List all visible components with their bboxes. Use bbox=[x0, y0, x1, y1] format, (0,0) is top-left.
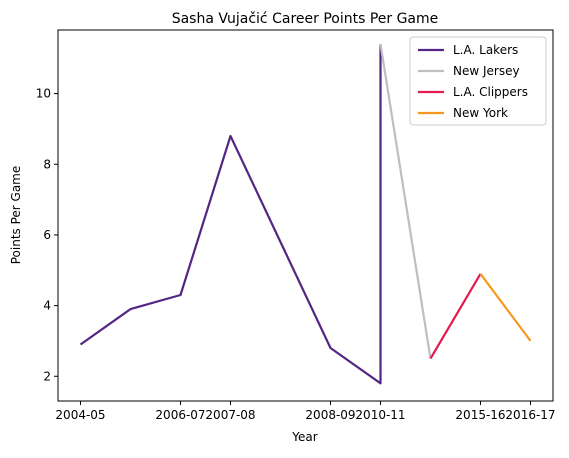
plot-frame bbox=[57, 29, 554, 402]
legend: L.A. Lakers New Jersey L.A. Clippers New Yo… bbox=[409, 36, 547, 126]
series-line-l-a-clippers bbox=[429, 273, 482, 360]
x-axis-label: Year bbox=[291, 430, 317, 444]
y-tick-label: 10 bbox=[36, 87, 51, 101]
legend-label: New Jersey bbox=[453, 64, 520, 78]
legend-label: L.A. Lakers bbox=[453, 43, 518, 57]
x-axis-ticks: 2004-05 2006-07 2007-08 2008-09 2010-11 2015-… bbox=[55, 401, 556, 422]
y-axis-ticks: 2 4 6 8 10 bbox=[36, 87, 58, 383]
series-line-l-a-lakers bbox=[79, 44, 382, 385]
series-line-new-york bbox=[479, 273, 532, 342]
y-tick-label: 2 bbox=[43, 369, 51, 383]
legend-items: L.A. Lakers New Jersey L.A. Clippers New Yo… bbox=[418, 43, 528, 120]
legend-label: L.A. Clippers bbox=[453, 85, 528, 99]
y-tick-label: 6 bbox=[43, 228, 51, 242]
x-tick-label: 2016-17 bbox=[505, 408, 555, 422]
x-tick-label: 2007-08 bbox=[205, 408, 255, 422]
x-tick-label: 2008-09 bbox=[305, 408, 355, 422]
legend-label: New York bbox=[453, 106, 508, 120]
x-tick-label: 2010-11 bbox=[355, 408, 405, 422]
series-lines bbox=[79, 43, 532, 385]
x-tick-label: 2006-07 bbox=[155, 408, 205, 422]
x-tick-label: 2004-05 bbox=[55, 408, 105, 422]
x-tick-label: 2015-16 bbox=[455, 408, 505, 422]
legend-box bbox=[409, 36, 547, 126]
series-line-new-jersey bbox=[379, 43, 432, 359]
y-axis-label: Points Per Game bbox=[9, 166, 23, 265]
chart-title: Sasha Vujačić Career Points Per Game bbox=[172, 11, 439, 27]
y-tick-label: 8 bbox=[43, 157, 51, 171]
y-tick-label: 4 bbox=[43, 299, 51, 313]
